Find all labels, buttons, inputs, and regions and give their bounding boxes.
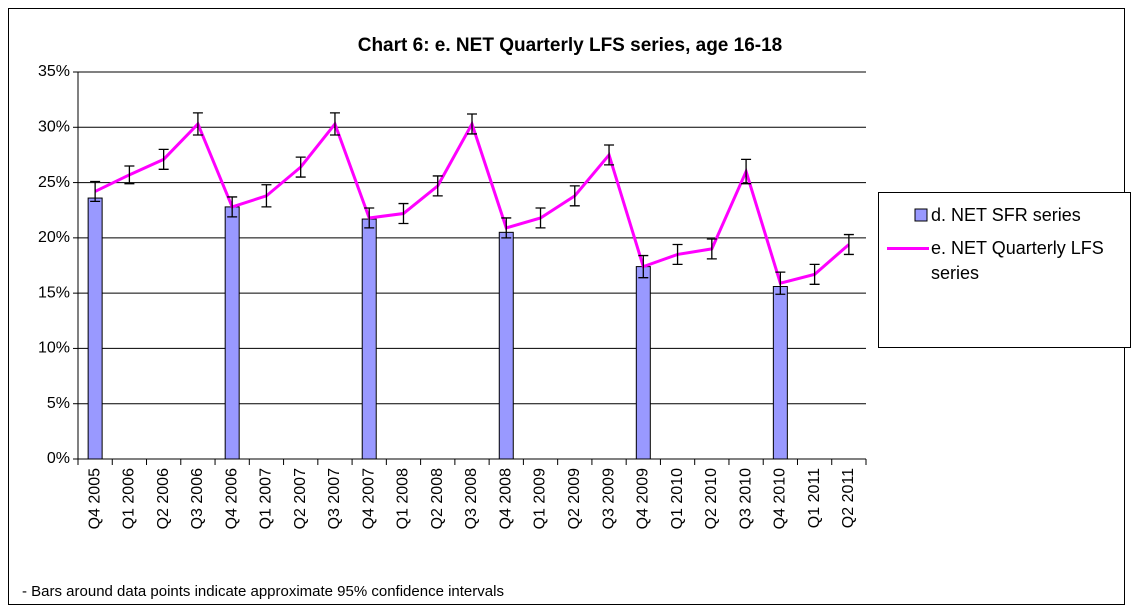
x-tick-label: Q4 2007 (360, 468, 377, 529)
error-bar (775, 271, 786, 295)
error-bar (843, 233, 854, 256)
x-tick-label: Q3 2007 (326, 468, 343, 529)
x-tick-label: Q1 2009 (532, 468, 549, 529)
legend-entry: d. NET SFR series (887, 203, 1130, 228)
legend-entry: e. NET Quarterly LFS series (887, 236, 1130, 286)
y-tick-label: 5% (47, 395, 70, 412)
x-tick-label: Q1 2008 (395, 468, 412, 529)
legend: d. NET SFR series e. NET Quarterly LFS se… (878, 192, 1131, 348)
error-bar (432, 175, 443, 197)
error-bar (398, 202, 409, 225)
error-bar (192, 112, 203, 136)
y-tick-label: 35% (38, 63, 70, 80)
x-tick-label: Q3 2008 (463, 468, 480, 529)
bar (635, 266, 651, 460)
x-tick-label: Q2 2011 (840, 468, 857, 528)
error-bar (261, 184, 272, 208)
x-tick-label: Q1 2006 (121, 468, 138, 529)
bar (87, 197, 103, 460)
error-bar (158, 148, 169, 170)
x-tick-label: Q3 2009 (600, 468, 617, 529)
error-bar (364, 207, 375, 229)
legend-swatch (914, 208, 928, 222)
x-tick-label: Q3 2006 (189, 468, 206, 529)
x-tick-label: Q1 2011 (806, 468, 823, 528)
x-tick-label: Q4 2005 (86, 468, 103, 529)
footnote: - Bars around data points indicate appro… (22, 583, 504, 600)
x-tick-label: Q2 2008 (429, 468, 446, 529)
legend-swatch-bar (914, 208, 928, 222)
x-tick-label: Q2 2010 (703, 468, 720, 529)
y-tick-label: 30% (38, 119, 70, 136)
y-tick-label: 15% (38, 284, 70, 301)
x-tick-label: Q3 2010 (737, 468, 754, 529)
error-bar (535, 207, 546, 229)
error-bar (706, 238, 717, 260)
x-tick-label: Q1 2010 (669, 468, 686, 529)
error-bar (124, 165, 135, 185)
legend-swatch (887, 247, 929, 250)
bar (361, 218, 377, 460)
y-tick-label: 25% (38, 174, 70, 191)
y-tick-label: 0% (47, 450, 70, 467)
error-bar (467, 113, 477, 135)
error-bar (638, 254, 649, 279)
legend-label: d. NET SFR series (931, 205, 1081, 225)
x-tick-label: Q4 2006 (223, 468, 240, 529)
x-tick-label: Q2 2006 (155, 468, 172, 529)
bar (498, 231, 514, 460)
error-bar (295, 156, 306, 178)
x-tick-label: Q1 2007 (258, 468, 275, 529)
error-bar (741, 158, 752, 185)
legend-label: e. NET Quarterly LFS series (931, 238, 1104, 283)
x-tick-label: Q4 2009 (635, 468, 652, 529)
error-bar (569, 185, 580, 207)
bar (772, 286, 788, 460)
error-bar (329, 112, 340, 136)
error-bar (90, 180, 101, 203)
error-bar (672, 243, 683, 266)
chart-title: Chart 6: e. NET Quarterly LFS series, ag… (358, 35, 783, 56)
error-bar (604, 144, 615, 166)
x-tick-label: Q4 2010 (772, 468, 789, 529)
error-bar (501, 217, 512, 239)
error-bar (227, 196, 238, 218)
x-tick-label: Q2 2007 (292, 468, 309, 529)
x-tick-label: Q2 2009 (566, 468, 583, 529)
x-tick-label: Q4 2008 (497, 468, 514, 529)
y-tick-label: 20% (38, 229, 70, 246)
y-tick-label: 10% (38, 340, 70, 357)
bar (224, 206, 240, 460)
error-bar (809, 263, 820, 285)
